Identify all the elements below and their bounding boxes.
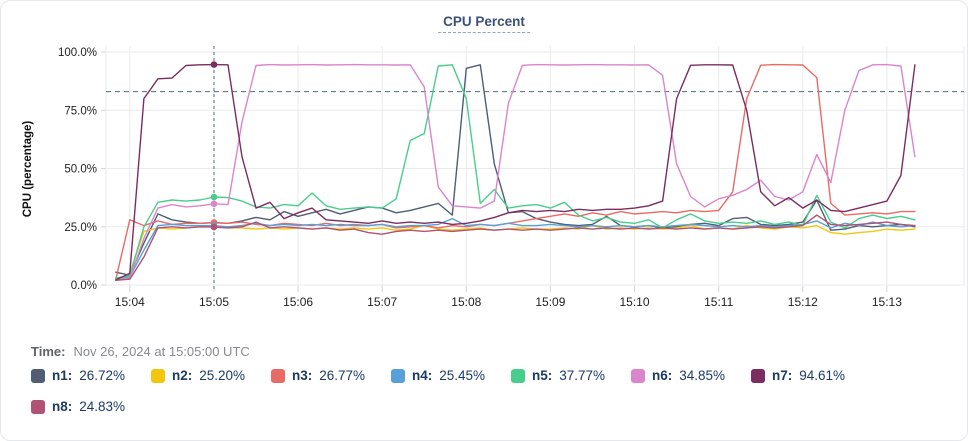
y-tick-label: 0.0% xyxy=(71,280,97,292)
x-tick-label: 15:04 xyxy=(115,295,145,309)
series-line-n5 xyxy=(115,64,916,279)
x-tick-label: 15:05 xyxy=(199,295,229,309)
x-tick-label: 15:11 xyxy=(704,295,733,309)
series-line-n8 xyxy=(115,214,916,281)
legend-swatch-n4 xyxy=(391,368,405,383)
legend-item-n7[interactable]: n7: 94.61% xyxy=(751,368,871,383)
chart-title[interactable]: CPU Percent xyxy=(438,14,530,33)
chart-legend: n1: 26.72% n2: 25.20% n3: 26.77% n4: 25.45% n5: 3… xyxy=(31,368,946,414)
cpu-percent-chart: 0.0% 25.0% 50.0% 75.0% 100.0% 15:04 15:05 15:06… xyxy=(22,46,965,309)
legend-item-n4[interactable]: n4: 25.45% xyxy=(391,368,511,383)
y-tick-label: 50.0% xyxy=(64,164,97,176)
legend-label-n1: n1: xyxy=(52,368,73,383)
y-tick-label: 75.0% xyxy=(64,105,97,117)
legend-value-n7: 94.61% xyxy=(799,368,846,383)
legend-swatch-n5 xyxy=(511,368,525,383)
time-info: Time: Nov 26, 2024 at 15:05:00 UTC xyxy=(31,344,250,359)
x-tick-label: 15:13 xyxy=(872,295,902,309)
legend-item-n5[interactable]: n5: 37.77% xyxy=(511,368,631,383)
chart-plot-area[interactable] xyxy=(106,46,964,286)
legend-item-n6[interactable]: n6: 34.85% xyxy=(631,368,751,383)
legend-value-n8: 24.83% xyxy=(79,399,126,414)
legend-label-n5: n5: xyxy=(532,368,553,383)
legend-swatch-n8 xyxy=(31,399,45,414)
legend-swatch-n1 xyxy=(31,368,45,383)
legend-value-n2: 25.20% xyxy=(199,368,246,383)
crosshair-dot-n6 xyxy=(210,200,218,208)
y-tick-label: 100.0% xyxy=(58,47,97,59)
y-axis-title: CPU (percentage) xyxy=(22,121,34,218)
legend-swatch-n6 xyxy=(631,368,645,383)
legend-label-n3: n3: xyxy=(292,368,313,383)
legend-label-n7: n7: xyxy=(772,368,793,383)
series-line-n3 xyxy=(115,63,916,280)
legend-swatch-n7 xyxy=(751,368,765,383)
legend-swatch-n3 xyxy=(271,368,285,383)
time-value: Nov 26, 2024 at 15:05:00 UTC xyxy=(73,344,250,359)
legend-value-n1: 26.72% xyxy=(79,368,126,383)
legend-label-n8: n8: xyxy=(52,399,73,414)
series-line-n7 xyxy=(115,63,916,281)
legend-item-n1[interactable]: n1: 26.72% xyxy=(31,368,151,383)
legend-item-n8[interactable]: n8: 24.83% xyxy=(31,399,151,414)
time-label: Time: xyxy=(31,344,66,359)
series-line-n6 xyxy=(115,63,916,281)
x-tick-label: 15:12 xyxy=(788,295,818,309)
crosshair-dot-n8 xyxy=(210,223,218,231)
x-tick-label: 15:08 xyxy=(451,295,481,309)
legend-swatch-n2 xyxy=(151,368,165,383)
legend-label-n2: n2: xyxy=(172,368,193,383)
legend-value-n6: 34.85% xyxy=(679,368,726,383)
legend-item-n2[interactable]: n2: 25.20% xyxy=(151,368,271,383)
crosshair-dot-n5 xyxy=(210,193,218,201)
x-tick-label: 15:10 xyxy=(619,295,649,309)
x-tick-label: 15:07 xyxy=(367,295,397,309)
x-tick-label: 15:06 xyxy=(283,295,313,309)
y-tick-label: 25.0% xyxy=(64,222,97,234)
crosshair-dot-n7 xyxy=(210,61,218,68)
legend-item-n3[interactable]: n3: 26.77% xyxy=(271,368,391,383)
legend-label-n6: n6: xyxy=(652,368,673,383)
legend-value-n5: 37.77% xyxy=(559,368,606,383)
legend-value-n3: 26.77% xyxy=(319,368,366,383)
legend-value-n4: 25.45% xyxy=(439,368,486,383)
x-tick-label: 15:09 xyxy=(535,295,565,309)
legend-label-n4: n4: xyxy=(412,368,433,383)
